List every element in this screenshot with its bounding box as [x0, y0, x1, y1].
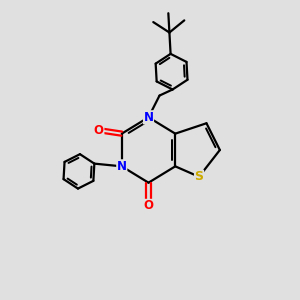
Text: N: N — [117, 160, 127, 173]
Text: S: S — [194, 170, 203, 183]
Text: O: O — [94, 124, 104, 137]
Text: N: N — [143, 111, 154, 124]
Text: O: O — [143, 200, 154, 212]
